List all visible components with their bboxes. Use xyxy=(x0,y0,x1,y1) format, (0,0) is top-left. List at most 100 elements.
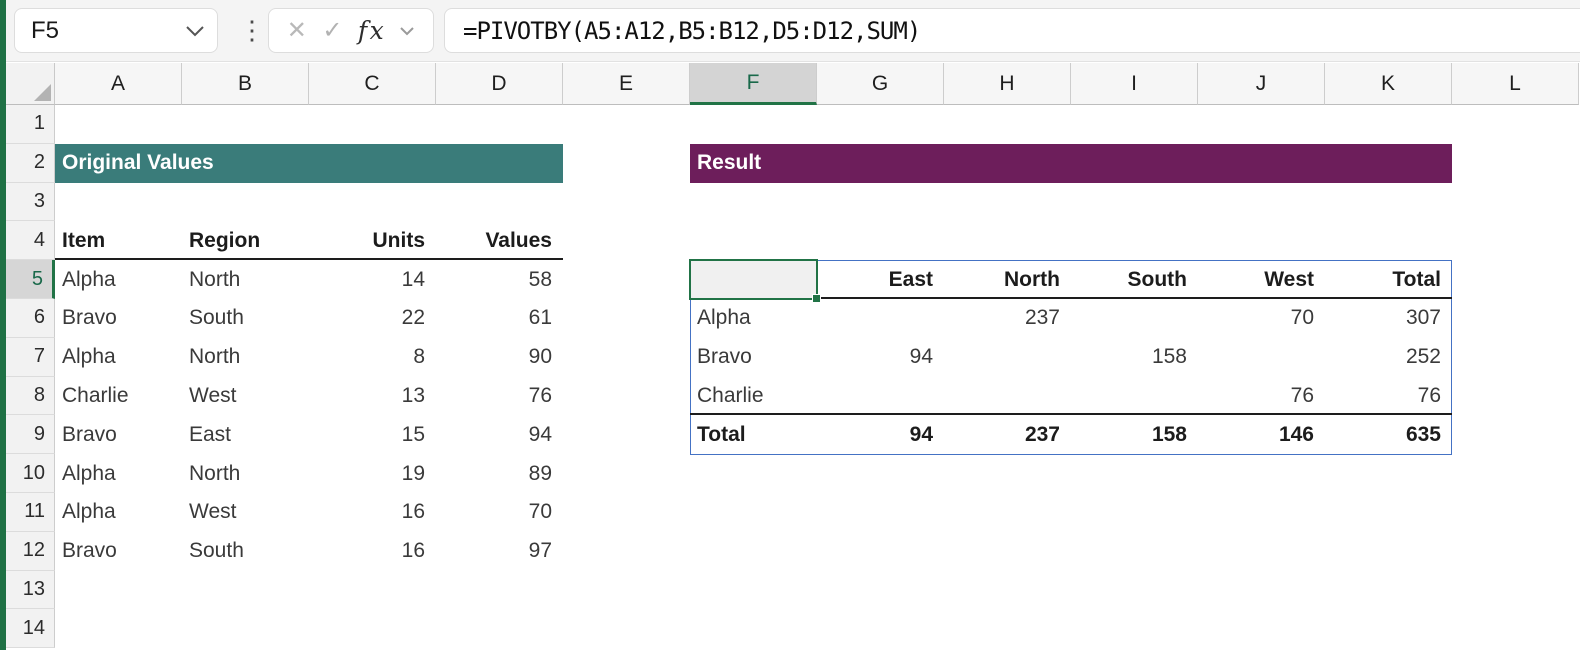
column-header-H[interactable]: H xyxy=(944,63,1071,105)
cell-I8[interactable] xyxy=(1071,377,1198,416)
cell-H7[interactable] xyxy=(944,338,1071,377)
cell-C8[interactable]: 13 xyxy=(401,383,425,407)
cell-I6[interactable] xyxy=(1071,299,1198,338)
column-header-C[interactable]: C xyxy=(309,63,436,105)
cell-D5[interactable]: 58 xyxy=(528,267,552,291)
cell-A6[interactable]: Bravo xyxy=(62,306,117,330)
cell-F6[interactable]: Alpha xyxy=(697,306,751,330)
cell-B7[interactable]: North xyxy=(189,345,241,369)
cell-G7[interactable]: 94 xyxy=(909,345,933,369)
pivot-table-title[interactable]: Result xyxy=(690,143,1452,183)
cell-H8[interactable] xyxy=(944,377,1071,416)
cell-H9[interactable]: 237 xyxy=(1024,422,1060,446)
cell-A11[interactable]: Alpha xyxy=(62,500,116,524)
cell-D8[interactable]: 76 xyxy=(528,383,552,407)
cell-B5[interactable]: North xyxy=(189,267,241,291)
column-header-A[interactable]: A xyxy=(55,63,182,105)
cell-K6[interactable]: 307 xyxy=(1405,306,1441,330)
cell-J8[interactable]: 76 xyxy=(1290,383,1314,407)
name-box[interactable]: F5 xyxy=(14,8,218,53)
column-header-B[interactable]: B xyxy=(182,63,309,105)
cell-D12[interactable]: 97 xyxy=(528,539,552,563)
left-table-header-units[interactable]: Units xyxy=(372,228,426,252)
row-header-10[interactable]: 10 xyxy=(6,454,55,493)
row-header-5-selected[interactable]: 5 xyxy=(6,260,55,299)
cell-C9[interactable]: 15 xyxy=(401,422,425,446)
cell-J7[interactable] xyxy=(1198,338,1325,377)
cell-B6[interactable]: South xyxy=(189,306,244,330)
cell-A8[interactable]: Charlie xyxy=(62,383,129,407)
enter-icon[interactable]: ✓ xyxy=(322,17,343,44)
left-table-title[interactable]: Original Values xyxy=(55,143,563,183)
row-header-8[interactable]: 8 xyxy=(6,376,55,416)
chevron-down-icon[interactable] xyxy=(399,26,415,36)
cell-C7[interactable]: 8 xyxy=(413,345,425,369)
cell-C5[interactable]: 14 xyxy=(401,267,425,291)
cell-D9[interactable]: 94 xyxy=(528,422,552,446)
row-header-4[interactable]: 4 xyxy=(6,221,55,261)
column-header-E[interactable]: E xyxy=(563,63,690,105)
row-header-2[interactable]: 2 xyxy=(6,143,55,183)
row-header-3[interactable]: 3 xyxy=(6,182,55,222)
cell-A9[interactable]: Bravo xyxy=(62,422,117,446)
cell-J9[interactable]: 146 xyxy=(1278,422,1314,446)
cell-A7[interactable]: Alpha xyxy=(62,345,116,369)
cell-J6[interactable]: 70 xyxy=(1290,306,1314,330)
row-header-14[interactable]: 14 xyxy=(6,609,55,649)
cell-D10[interactable]: 89 xyxy=(528,461,552,485)
cell-K7[interactable]: 252 xyxy=(1405,345,1441,369)
cell-A12[interactable]: Bravo xyxy=(62,539,117,563)
row-header-9[interactable]: 9 xyxy=(6,415,55,455)
cell-A5[interactable]: Alpha xyxy=(62,267,116,291)
chevron-down-icon[interactable] xyxy=(185,25,205,37)
cell-B8[interactable]: West xyxy=(189,383,237,407)
pivot-header-west[interactable]: West xyxy=(1264,267,1314,291)
row-header-12[interactable]: 12 xyxy=(6,531,55,571)
column-header-J[interactable]: J xyxy=(1198,63,1325,105)
left-table-header-values[interactable]: Values xyxy=(485,228,552,252)
column-header-L[interactable]: L xyxy=(1452,63,1579,105)
cancel-icon[interactable]: ✕ xyxy=(286,17,307,44)
row-header-6[interactable]: 6 xyxy=(6,298,55,338)
left-table-header-region[interactable]: Region xyxy=(189,228,261,252)
row-header-11[interactable]: 11 xyxy=(6,492,55,532)
column-header-I[interactable]: I xyxy=(1071,63,1198,105)
column-header-D[interactable]: D xyxy=(436,63,563,105)
pivot-header-total[interactable]: Total xyxy=(1392,267,1441,291)
column-header-K[interactable]: K xyxy=(1325,63,1452,105)
cell-K9[interactable]: 635 xyxy=(1405,422,1441,446)
pivot-header-north[interactable]: North xyxy=(1004,267,1060,291)
cell-I9[interactable]: 158 xyxy=(1151,422,1187,446)
cell-H6[interactable]: 237 xyxy=(1024,306,1060,330)
cell-B11[interactable]: West xyxy=(189,500,237,524)
cell-C6[interactable]: 22 xyxy=(401,306,425,330)
cell-B10[interactable]: North xyxy=(189,461,241,485)
cell-D6[interactable]: 61 xyxy=(528,306,552,330)
cell-D11[interactable]: 70 xyxy=(528,500,552,524)
left-table-header-item[interactable]: Item xyxy=(62,228,106,252)
insert-function-icon[interactable]: f x xyxy=(357,16,384,45)
cell-I7[interactable]: 158 xyxy=(1151,345,1187,369)
formula-bar[interactable]: =PIVOTBY(A5:A12,B5:B12,D5:D12,SUM) xyxy=(444,8,1580,53)
cell-G6[interactable] xyxy=(817,299,944,338)
row-header-13[interactable]: 13 xyxy=(6,570,55,610)
kebab-menu-icon[interactable]: ⋮ xyxy=(239,15,265,45)
cell-F9-total-label[interactable]: Total xyxy=(697,422,746,446)
row-header-1[interactable]: 1 xyxy=(6,105,55,144)
cell-C12[interactable]: 16 xyxy=(401,539,425,563)
cell-D7[interactable]: 90 xyxy=(528,345,552,369)
column-header-F-selected[interactable]: F xyxy=(690,63,817,105)
cell-A10[interactable]: Alpha xyxy=(62,461,116,485)
select-all-corner[interactable] xyxy=(6,63,55,105)
cell-C10[interactable]: 19 xyxy=(401,461,425,485)
cell-C11[interactable]: 16 xyxy=(401,500,425,524)
pivot-header-south[interactable]: South xyxy=(1127,267,1187,291)
column-header-G[interactable]: G xyxy=(817,63,944,105)
row-header-7[interactable]: 7 xyxy=(6,337,55,377)
cell-K8[interactable]: 76 xyxy=(1417,383,1441,407)
cell-F8[interactable]: Charlie xyxy=(697,383,764,407)
cell-F7[interactable]: Bravo xyxy=(697,345,752,369)
cell-G9[interactable]: 94 xyxy=(909,422,933,446)
cell-G8[interactable] xyxy=(817,377,944,416)
pivot-header-east[interactable]: East xyxy=(888,267,933,291)
